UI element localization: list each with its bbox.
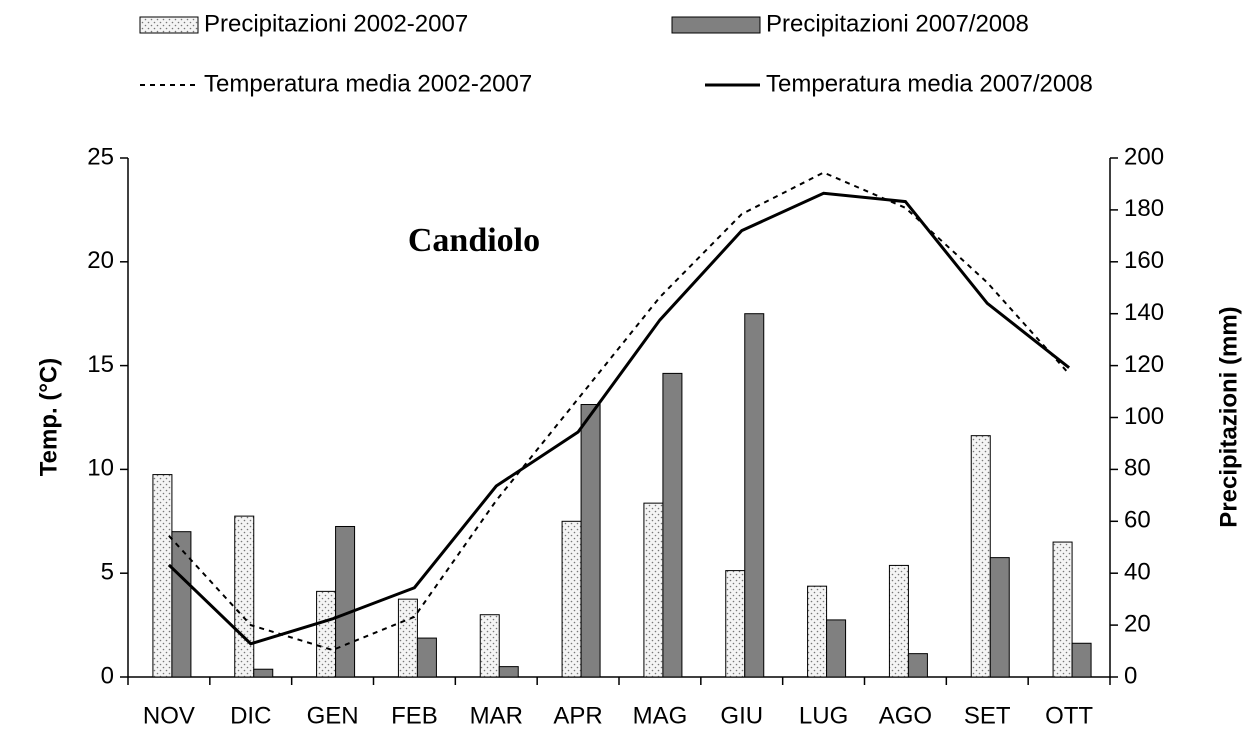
bar [171,531,192,678]
x-tick-label: FEB [391,702,438,729]
y2-tick-label: 60 [1124,507,1151,534]
bar [907,653,928,678]
x-tick-label: AGO [879,702,932,729]
y2-tick-label: 180 [1124,195,1164,222]
bar [234,515,255,678]
bar [561,520,582,678]
legend-swatch [671,16,761,34]
bar [1052,541,1073,678]
y-axis-label: Temp. (°C) [35,358,62,476]
bar [725,570,746,678]
x-tick-label: APR [553,702,602,729]
y-tick-label: 15 [87,351,114,378]
bar [744,313,765,678]
bar [1071,642,1092,678]
line [167,191,1071,646]
line [168,171,1070,652]
bar [253,668,274,678]
bar [580,404,601,678]
legend-label: Precipitazioni 2007/2008 [766,10,1029,37]
bar [152,474,173,678]
bar [643,502,664,678]
legend-label: Temperatura media 2007/2008 [766,70,1093,97]
y2-tick-label: 100 [1124,403,1164,430]
y2-tick-label: 140 [1124,299,1164,326]
y2-tick-label: 80 [1124,455,1151,482]
x-tick-label: DIC [230,702,271,729]
bar [807,585,828,678]
y-tick-label: 10 [87,455,114,482]
y2-tick-label: 0 [1124,662,1137,689]
y2-tick-label: 200 [1124,143,1164,170]
y-tick-label: 5 [101,559,114,586]
bar [316,590,337,678]
bar [970,435,991,678]
y-tick-label: 0 [101,662,114,689]
x-tick-label: OTT [1045,702,1093,729]
bar [989,557,1010,678]
y-tick-label: 20 [87,247,114,274]
x-tick-label: MAG [633,702,688,729]
legend-label: Precipitazioni 2002-2007 [204,10,468,37]
y-tick-label: 25 [87,143,114,170]
x-tick-label: GIU [720,702,763,729]
x-tick-label: MAR [470,702,523,729]
bar [397,598,418,678]
legend-swatch [139,16,199,34]
bar [416,637,437,678]
bar [479,614,500,678]
x-tick-label: NOV [143,702,195,729]
bar [826,619,847,678]
y2-tick-label: 20 [1124,610,1151,637]
bar [335,525,356,678]
bar [498,666,519,678]
chart-title: Candiolo [408,222,540,259]
y2-tick-label: 120 [1124,351,1164,378]
x-tick-label: GEN [307,702,359,729]
bar [662,372,683,678]
y2-tick-label: 160 [1124,247,1164,274]
y2-tick-label: 40 [1124,559,1151,586]
x-tick-label: SET [964,702,1011,729]
y2-axis-label: Precipitazioni (mm) [1215,306,1242,527]
bar [888,564,909,678]
legend-label: Temperatura media 2002-2007 [204,70,532,97]
x-tick-label: LUG [799,702,848,729]
